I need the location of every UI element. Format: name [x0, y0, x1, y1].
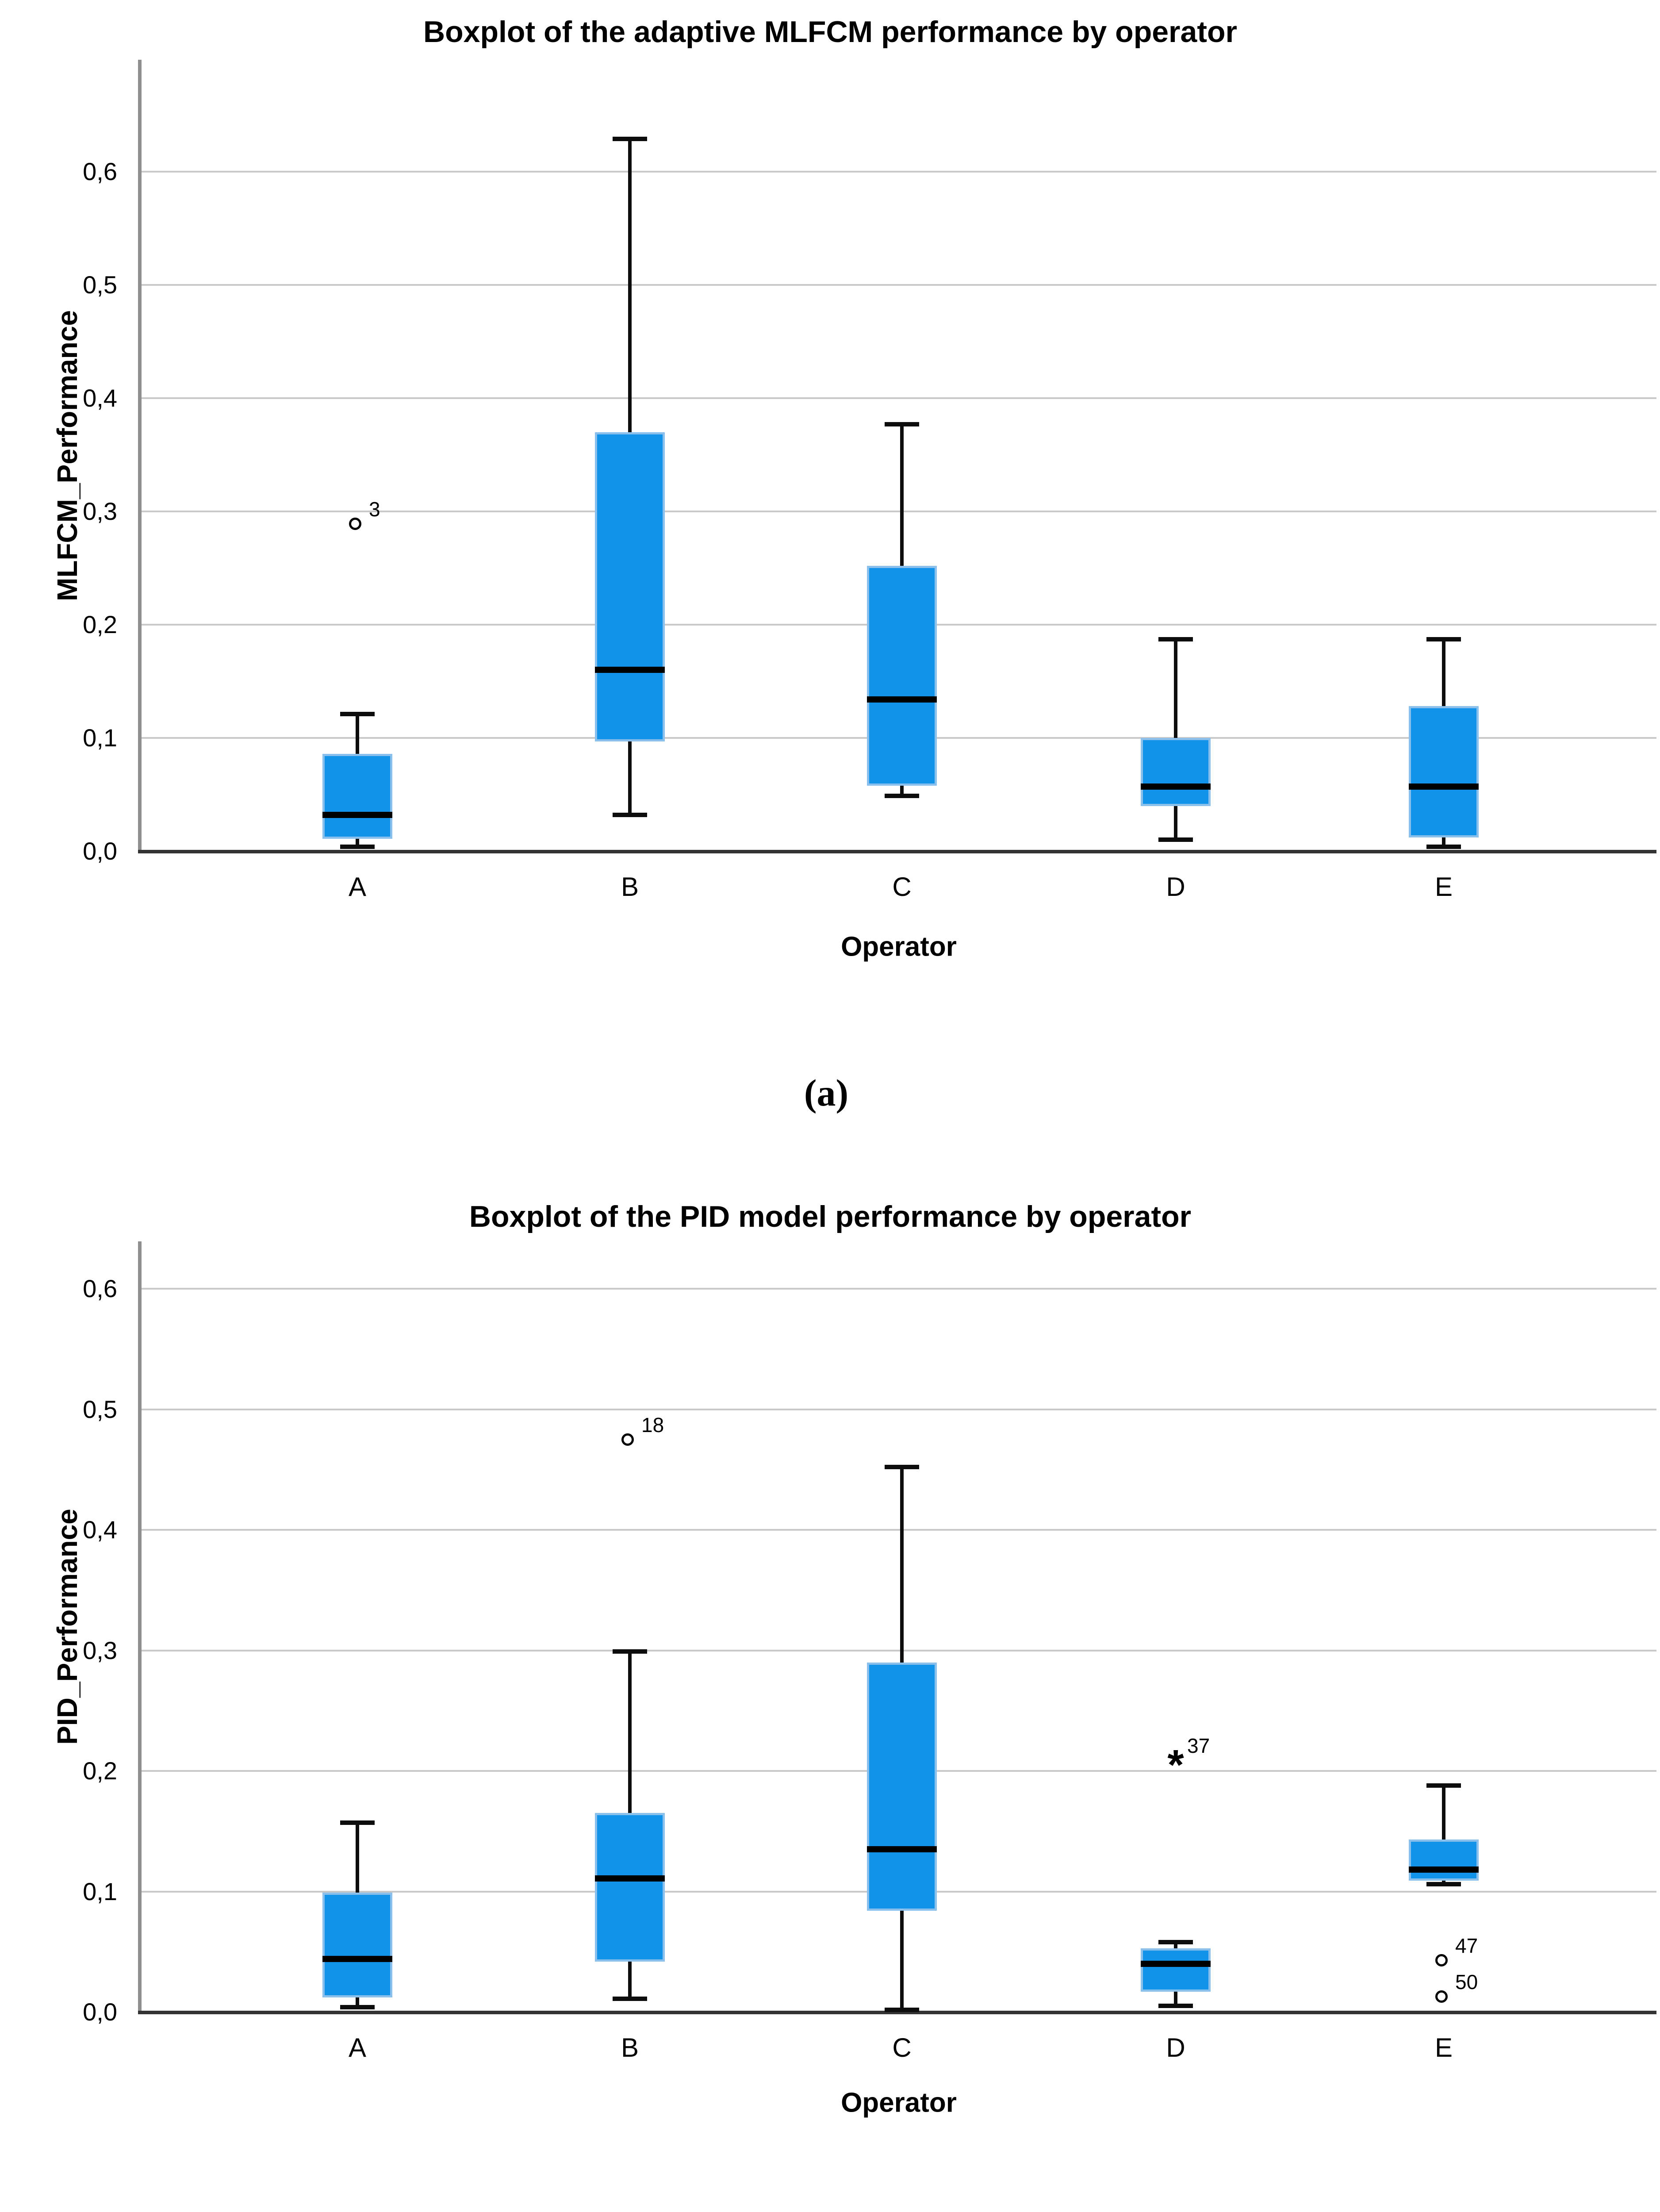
median-line-A: [322, 812, 392, 818]
whisker-cap-low-E: [1426, 844, 1461, 849]
iqr-box-D: [1141, 738, 1211, 806]
gridline: [142, 1408, 1656, 1410]
y-tick-label: 0,3: [83, 1636, 117, 1664]
chart-b-plot-area: 0,0 0,1 0,2 0,3 0,4 0,5 0,6 A B 18 C D * 37 E 47 50: [83, 1241, 1656, 2062]
chart-b-title: Boxplot of the PID model performance by …: [469, 1200, 1192, 1233]
whisker-cap-high-C: [885, 1465, 919, 1470]
median-line-A: [322, 1956, 392, 1962]
median-line-D: [1141, 783, 1211, 790]
x-category-label: A: [348, 2033, 367, 2062]
y-tick-label: 0,2: [83, 1757, 117, 1785]
y-tick-label: 0,0: [83, 1998, 117, 2026]
outlier-circle-marker: [1435, 1990, 1448, 2003]
median-line-C: [867, 696, 937, 703]
chart-a-x-axis-title: Operator: [841, 931, 957, 962]
whisker-cap-low-E: [1426, 1882, 1461, 1887]
whisker-cap-low-C: [885, 793, 919, 798]
x-category-label: B: [621, 872, 639, 902]
outlier-case-label: 37: [1187, 1734, 1210, 1757]
x-category-label: E: [1434, 2033, 1453, 2062]
y-tick-label: 0,1: [83, 724, 117, 752]
x-axis-line: [138, 2011, 1656, 2014]
y-axis-line: [138, 60, 142, 853]
y-tick-label: 0,3: [83, 497, 117, 525]
outlier-case-label: 3: [369, 498, 380, 521]
iqr-box-B: [595, 432, 665, 741]
whisker-cap-low-C: [885, 2007, 919, 2012]
gridline: [142, 397, 1656, 399]
whisker-cap-high-A: [340, 1820, 375, 1825]
whisker-cap-high-A: [340, 712, 375, 717]
outlier-circle-marker: [1435, 1954, 1448, 1967]
whisker-line-E: [1442, 1785, 1445, 1885]
caption-a: (a): [804, 1071, 849, 1114]
iqr-box-E: [1409, 706, 1479, 838]
x-category-label: D: [1166, 872, 1185, 902]
whisker-cap-low-B: [613, 1997, 647, 2001]
y-tick-label: 0,4: [83, 1516, 117, 1544]
median-line-D: [1141, 1961, 1211, 1967]
gridline: [142, 1529, 1656, 1531]
outlier-circle-marker: [349, 518, 361, 530]
iqr-box-D: [1141, 1948, 1211, 1992]
x-category-label: A: [348, 872, 367, 902]
outlier-circle-marker: [621, 1433, 634, 1446]
whisker-cap-low-D: [1158, 837, 1193, 842]
gridline: [142, 284, 1656, 286]
y-tick-label: 0,1: [83, 1877, 117, 1905]
iqr-box-C: [867, 565, 937, 786]
whisker-cap-low-A: [340, 2005, 375, 2010]
y-axis-line: [138, 1241, 142, 2014]
y-tick-label: 0,0: [83, 837, 117, 865]
gridline: [142, 1288, 1656, 1290]
y-tick-label: 0,5: [83, 1395, 117, 1423]
chart-a-title: Boxplot of the adaptive MLFCM performanc…: [423, 15, 1237, 49]
outlier-case-label: 47: [1455, 1934, 1478, 1958]
outlier-case-label: 50: [1455, 1970, 1478, 1994]
whisker-cap-high-C: [885, 422, 919, 426]
gridline: [142, 511, 1656, 512]
y-tick-label: 0,2: [83, 611, 117, 638]
whisker-cap-high-B: [613, 136, 647, 141]
iqr-box-E: [1409, 1839, 1479, 1881]
iqr-box-A: [322, 1893, 392, 1998]
iqr-box-C: [867, 1662, 937, 1911]
outlier-case-label: 18: [641, 1413, 664, 1437]
x-category-label: C: [892, 2033, 912, 2062]
whisker-cap-high-E: [1426, 637, 1461, 642]
x-axis-line: [138, 850, 1656, 853]
chart-a-y-axis-title: MLFCM_Performance: [51, 310, 83, 601]
median-line-E: [1409, 1866, 1479, 1873]
chart-b-x-axis-title: Operator: [841, 2087, 957, 2118]
median-line-B: [595, 1875, 665, 1882]
outlier-asterisk-marker: *: [1167, 1741, 1184, 1789]
whisker-cap-high-D: [1158, 1939, 1193, 1944]
chart-a-plot-area: 0,0 0,1 0,2 0,3 0,4 0,5 0,6 A 3 B C D E: [83, 60, 1656, 902]
x-category-label: B: [621, 2033, 639, 2062]
whisker-cap-high-B: [613, 1649, 647, 1654]
iqr-box-B: [595, 1813, 665, 1962]
whisker-cap-high-D: [1158, 637, 1193, 642]
whisker-cap-low-A: [340, 844, 375, 849]
y-tick-label: 0,4: [83, 384, 117, 412]
y-tick-label: 0,5: [83, 271, 117, 299]
y-tick-label: 0,6: [83, 157, 117, 185]
median-line-B: [595, 667, 665, 673]
median-line-C: [867, 1846, 937, 1853]
gridline: [142, 171, 1656, 173]
median-line-E: [1409, 783, 1479, 790]
iqr-box-A: [322, 753, 392, 839]
whisker-cap-high-E: [1426, 1783, 1461, 1788]
x-category-label: D: [1166, 2033, 1185, 2062]
whisker-cap-low-D: [1158, 2004, 1193, 2008]
y-tick-label: 0,6: [83, 1275, 117, 1302]
gridline: [142, 1649, 1656, 1651]
x-category-label: C: [892, 872, 912, 902]
x-category-label: E: [1434, 872, 1453, 902]
whisker-cap-low-B: [613, 813, 647, 818]
